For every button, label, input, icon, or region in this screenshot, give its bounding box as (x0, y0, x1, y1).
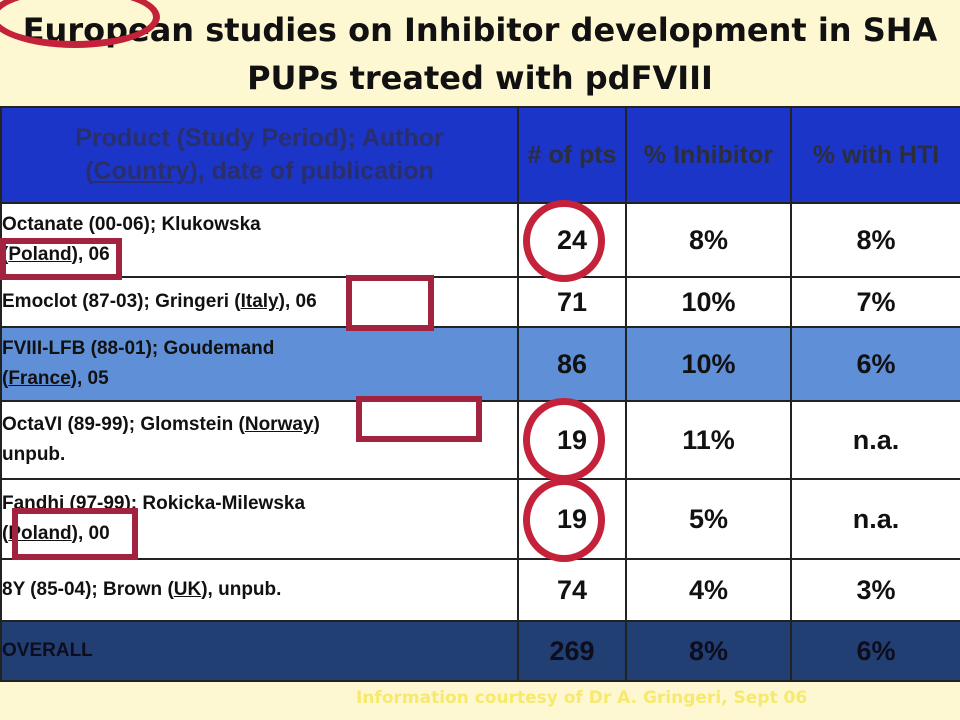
overall-inhibitor: 8% (625, 620, 792, 682)
header-product: Product (Study Period); Author (Country)… (0, 106, 519, 204)
inhibitor-cell: 10% (625, 326, 792, 402)
product-cell: Fandhi (97-99); Rokicka-Milewska (Poland… (0, 478, 519, 560)
hti-cell: 3% (790, 558, 960, 622)
title-line-1: European studies on Inhibitor developmen… (22, 11, 938, 49)
hti-cell: 7% (790, 276, 960, 328)
product-cell: Emoclot (87-03); Gringeri (Italy), 06 (0, 276, 519, 328)
product-cell: 8Y (85-04); Brown (UK), unpub. (0, 558, 519, 622)
inhibitor-studies-table: Product (Study Period); Author (Country)… (0, 106, 960, 682)
product-cell: FVIII-LFB (88-01); Goudemand (France), 0… (0, 326, 519, 402)
inhibitor-cell: 5% (625, 478, 792, 560)
pts-cell: 74 (517, 558, 627, 622)
hti-cell: n.a. (790, 400, 960, 480)
overall-hti: 6% (790, 620, 960, 682)
table-row: Emoclot (87-03); Gringeri (Italy), 06 71… (0, 276, 960, 328)
table-row: Fandhi (97-99); Rokicka-Milewska (Poland… (0, 478, 960, 560)
pts-cell: 71 (517, 276, 627, 328)
product-cell: Octanate (00-06); Klukowska (Poland), 06 (0, 202, 519, 278)
overall-row: OVERALL 269 8% 6% (0, 620, 960, 682)
source-footnote: Information courtesy of Dr A. Gringeri, … (356, 688, 808, 708)
slide-title: European studies on Inhibitor developmen… (0, 0, 960, 105)
table-row: Octanate (00-06); Klukowska (Poland), 06… (0, 202, 960, 278)
overall-pts: 269 (517, 620, 627, 682)
product-cell: OctaVI (89-99); Glomstein (Norway) unpub… (0, 400, 519, 480)
pts-cell: 24 (517, 202, 627, 278)
title-line-2: PUPs treated with pdFVIII (247, 59, 713, 97)
hti-cell: 6% (790, 326, 960, 402)
table-row: FVIII-LFB (88-01); Goudemand (France), 0… (0, 326, 960, 402)
table-row: 8Y (85-04); Brown (UK), unpub. 74 4% 3% (0, 558, 960, 622)
inhibitor-cell: 8% (625, 202, 792, 278)
table-header-row: Product (Study Period); Author (Country)… (0, 106, 960, 204)
header-inhibitor: % Inhibitor (625, 106, 792, 204)
inhibitor-cell: 11% (625, 400, 792, 480)
hti-cell: n.a. (790, 478, 960, 560)
inhibitor-cell: 10% (625, 276, 792, 328)
inhibitor-cell: 4% (625, 558, 792, 622)
hti-cell: 8% (790, 202, 960, 278)
pts-cell: 86 (517, 326, 627, 402)
table-row: OctaVI (89-99); Glomstein (Norway) unpub… (0, 400, 960, 480)
header-hti: % with HTI (790, 106, 960, 204)
pts-cell: 19 (517, 478, 627, 560)
overall-label: OVERALL (0, 620, 519, 682)
header-pts: # of pts (517, 106, 627, 204)
pts-cell: 19 (517, 400, 627, 480)
